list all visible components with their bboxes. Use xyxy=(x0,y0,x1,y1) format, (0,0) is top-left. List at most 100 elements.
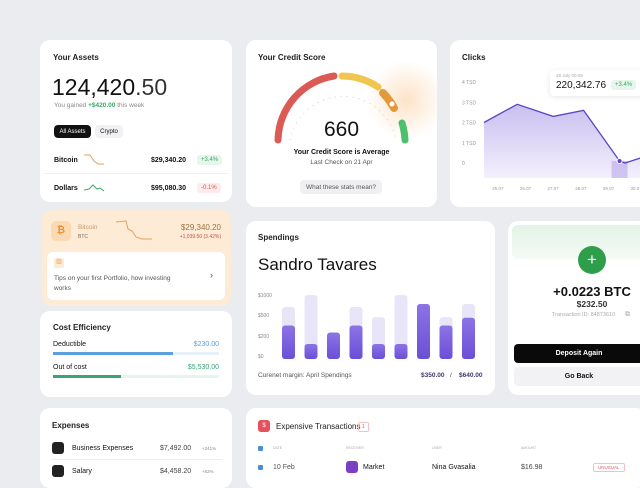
transaction-id: Transaction ID: 84873610 xyxy=(552,312,616,318)
count-badge: 1 xyxy=(358,422,369,432)
progress-fill xyxy=(53,352,173,355)
transaction-row[interactable]: 10 Feb Market Nina Gvasalia $16.98 UNUSU… xyxy=(246,460,640,478)
asset-name: Dollars xyxy=(54,185,78,192)
briefcase-icon xyxy=(52,442,64,454)
highlight-point xyxy=(616,157,623,164)
bitcoin-sparkline xyxy=(116,220,152,240)
salary-icon xyxy=(52,465,64,477)
deductible-progress xyxy=(53,352,219,355)
bar xyxy=(394,344,408,359)
clicks-chart: 0 1 TSD 2 TSD 3 TSD 4 TSD 25.07 26.07 27.07 28.0… xyxy=(462,80,640,191)
asset-row-dollars[interactable]: Dollars $95,080.30 -0.1% xyxy=(44,176,228,200)
x-tick-label: 30.07 xyxy=(631,186,640,191)
bar xyxy=(372,344,385,359)
y-tick-label: 1 TSD xyxy=(462,141,476,147)
stats-info-button[interactable]: What these stats mean? xyxy=(300,180,382,194)
coin-value: $29,340.20 xyxy=(180,223,221,232)
header-user: USER xyxy=(432,446,442,450)
tooltip-date: 29 July 00:09 xyxy=(556,73,583,78)
bar xyxy=(439,325,453,359)
x-tick-label: 29.07 xyxy=(603,186,615,191)
deductible-value: $230.00 xyxy=(193,341,219,348)
header-amount: AMOUNT xyxy=(521,446,537,450)
gauge-low-segment xyxy=(274,72,338,144)
deposit-again-button[interactable]: Deposit Again xyxy=(514,344,640,363)
cost-efficiency-card: Cost Efficiency Deductible $230.00 Out o… xyxy=(40,311,232,397)
tooltip-value: 220,342.76 xyxy=(556,80,607,91)
asset-value: $29,340.20 xyxy=(151,157,187,164)
y-tick-label: 0 xyxy=(462,161,465,167)
row-checkbox[interactable] xyxy=(258,465,263,470)
market-icon xyxy=(346,461,358,473)
highlight-column xyxy=(611,160,628,178)
last-check: Last Check on 21 Apr xyxy=(310,159,373,166)
asset-row-bitcoin[interactable]: Bitcoin $29,340.20 +3.4% xyxy=(44,148,228,174)
expense-row[interactable]: Business Expenses $7,492.00 +241% xyxy=(52,440,222,460)
expense-row[interactable]: Salary $4,458.20 +62% xyxy=(52,464,222,484)
area-fill xyxy=(484,104,640,178)
expense-change: +62% xyxy=(202,469,214,474)
header-date: DATE xyxy=(273,446,283,450)
bar xyxy=(462,317,475,359)
y-tick-label: $0 xyxy=(258,354,264,360)
card-title: Spendings xyxy=(258,233,299,242)
expense-change: +241% xyxy=(202,446,217,451)
bitcoin-sparkline xyxy=(84,154,104,165)
x-tick-label: 25.07 xyxy=(492,186,504,191)
expense-name: Salary xyxy=(72,468,92,475)
spendings-chart: $1000 $500 $200 $0 xyxy=(258,293,475,360)
copy-icon[interactable]: ⧉ xyxy=(625,311,630,318)
usd-amount: $232.50 xyxy=(576,299,608,309)
x-tick-label: 27.07 xyxy=(548,186,560,191)
current-spending: $350.00 xyxy=(421,372,445,379)
x-tick-label: 26.07 xyxy=(520,186,532,191)
credit-score-value: 660 xyxy=(323,118,360,141)
unusual-badge: UNUSUAL xyxy=(593,463,625,472)
separator: / xyxy=(450,372,452,379)
transactions-icon: $ xyxy=(258,420,270,432)
card-title: Clicks xyxy=(462,53,486,62)
card-title: Cost Efficiency xyxy=(53,323,111,332)
chevron-right-icon: › xyxy=(210,270,213,280)
assets-card: Your Assets 124,420.50 You gained +$420.… xyxy=(40,40,232,202)
out-of-cost-progress xyxy=(53,375,219,378)
bar-background xyxy=(394,295,408,359)
credit-score-card: Your Credit Score 660 Your Credit Score … xyxy=(246,40,437,207)
asset-value: $95,080.30 xyxy=(151,185,187,192)
credit-status: Your Credit Score is Average xyxy=(293,149,390,156)
bitcoin-card: ₿ Bitcoin BTC $29,340.20 +1,039.50 (3.42… xyxy=(42,210,231,306)
y-tick-label: $200 xyxy=(258,334,269,340)
portfolio-tip[interactable]: ▥ Tips on your first Portfolio, how inve… xyxy=(47,252,225,300)
tooltip-change: +3.4% xyxy=(611,80,637,90)
card-title: Expensive Transactions xyxy=(276,422,361,431)
gauge-high-segment xyxy=(398,119,409,144)
coin-name: Bitcoin xyxy=(78,224,98,231)
expense-value: $4,458.20 xyxy=(160,468,192,475)
change-badge: +3.4% xyxy=(197,155,223,165)
go-back-button[interactable]: Go Back xyxy=(514,367,640,386)
bar xyxy=(349,325,363,359)
total-amount: 124,420.50 xyxy=(52,74,168,100)
gauge-average-segment xyxy=(379,89,398,112)
deposit-card: + +0.0223 BTC $232.50 Transaction ID: 84… xyxy=(508,221,640,395)
progress-fill xyxy=(53,375,122,378)
y-tick-label: $500 xyxy=(258,313,269,319)
y-tick-label: $1000 xyxy=(258,293,272,299)
transaction-amount: $16.98 xyxy=(521,464,543,471)
chart-tooltip: 29 July 00:09 220,342.76 +3.4% xyxy=(550,70,640,96)
select-all-checkbox[interactable] xyxy=(258,446,263,451)
tab-all-assets[interactable]: All Assets xyxy=(54,125,91,138)
tab-crypto[interactable]: Crypto xyxy=(95,125,123,138)
chart-icon: ▥ xyxy=(54,258,64,268)
coin-change: +1,039.50 (3.42%) xyxy=(179,234,221,240)
y-tick-label: 4 TSD xyxy=(462,80,476,86)
expense-value: $7,492.00 xyxy=(160,445,192,452)
gauge-mid-segment xyxy=(338,72,382,91)
out-of-cost-value: $5,530.00 xyxy=(187,364,219,371)
out-of-cost-label: Out of cost xyxy=(53,364,87,371)
y-tick-label: 2 TSD xyxy=(462,121,476,127)
btc-amount: +0.0223 BTC xyxy=(553,284,631,299)
deductible-label: Deductible xyxy=(53,341,87,348)
card-title: Expenses xyxy=(52,421,90,430)
change-badge: -0.1% xyxy=(197,183,221,193)
